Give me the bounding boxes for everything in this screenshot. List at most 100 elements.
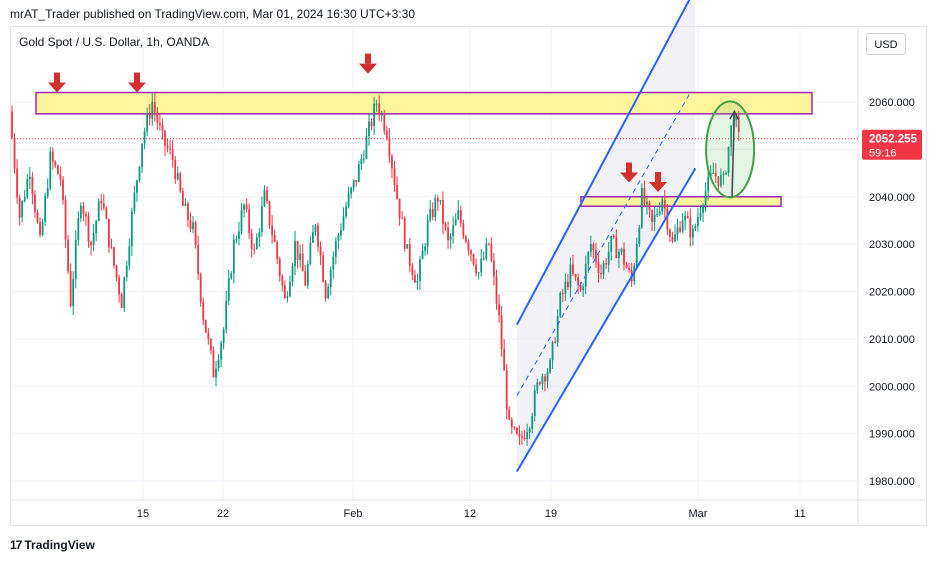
candle-body [541,376,544,384]
candle-body [717,176,720,186]
candle-body [120,294,123,308]
candle-body [322,255,324,282]
candle-body [57,165,59,175]
candle-body [487,243,490,245]
candle-body [643,188,646,205]
candle-body [317,225,319,247]
candle-body [470,250,472,255]
candle-body [181,191,184,206]
candle-body [510,419,513,428]
candle-body [646,201,648,205]
tradingview-logo[interactable]: 17 TradingView [10,538,95,552]
down-arrow-head [620,172,638,183]
candle-body [416,280,419,283]
candle-body [556,316,559,343]
candle-body [589,244,592,253]
candle-body [625,264,628,269]
down-arrow-shaft [655,172,661,183]
candle-body [544,376,546,382]
candle-body [393,168,396,186]
candle-body [59,174,62,180]
candle-body [31,176,34,195]
candle-body [681,220,684,232]
candle-body [49,151,52,189]
candle-body [373,103,375,127]
candle-body [538,382,541,384]
support-zone [580,196,782,207]
candle-body [332,256,335,270]
candle-body [128,246,131,266]
candle-body [23,197,26,201]
candle-body [329,269,332,287]
currency-button[interactable]: USD [866,33,906,55]
candle-body [648,201,651,211]
candle-body [340,229,342,236]
candle-body [360,158,363,165]
candle-body [426,220,429,247]
candle-body [528,428,531,433]
candle-body [526,432,528,439]
candle-body [546,372,549,382]
candle-body [304,271,307,286]
candle-body [217,359,220,369]
candle-body [449,235,452,241]
candle-body [610,235,613,252]
candle-body [669,229,671,238]
candle-body [39,221,41,235]
down-arrow-marker [359,53,377,74]
candle-body [414,275,416,283]
candle-body [508,409,511,420]
candle-body [44,196,47,222]
candle-body [51,151,54,162]
candle-body [174,159,177,180]
down-arrow-shaft [626,162,632,173]
candle-body [477,272,480,274]
candle-body [365,136,368,159]
candle-body [184,203,187,206]
candle-body [319,246,322,256]
candle-body [312,232,314,243]
candle-body [273,235,276,242]
candle-body [62,179,64,200]
candle-body [671,237,674,242]
candle-body [600,273,602,275]
candle-body [475,264,477,274]
candle-body [87,215,90,242]
candle-body [401,217,404,219]
candle-body [658,211,661,214]
candle-body [92,233,95,246]
candle-body [480,258,483,273]
candle-body [13,137,16,169]
candle-body [462,223,465,237]
candle-body [161,124,164,131]
candle-body [597,262,600,274]
y-tick-label: 2010.000 [869,334,915,346]
candle-body [444,223,447,228]
candle-body [490,244,493,261]
candle-body [16,168,18,198]
candle-body [689,217,692,238]
candle-body [194,222,197,245]
candle-body [516,428,518,434]
candle-body [559,293,562,317]
candle-body [697,217,699,226]
candle-body [518,433,521,437]
candle-body [347,193,350,207]
candle-body [69,271,72,306]
candle-body [133,192,136,212]
candle-body [635,243,638,266]
candle-body [100,201,103,204]
candle-body [398,198,401,218]
candle-body [283,285,286,298]
candle-body [679,227,681,232]
candle-body [684,215,687,221]
candle-body [482,258,485,260]
candle-body [130,211,133,247]
candle-body [653,214,656,222]
candles [11,91,740,446]
down-arrow-head [128,82,146,93]
candle-body [222,329,225,343]
candle-body [41,221,44,235]
candle-body [549,360,551,373]
